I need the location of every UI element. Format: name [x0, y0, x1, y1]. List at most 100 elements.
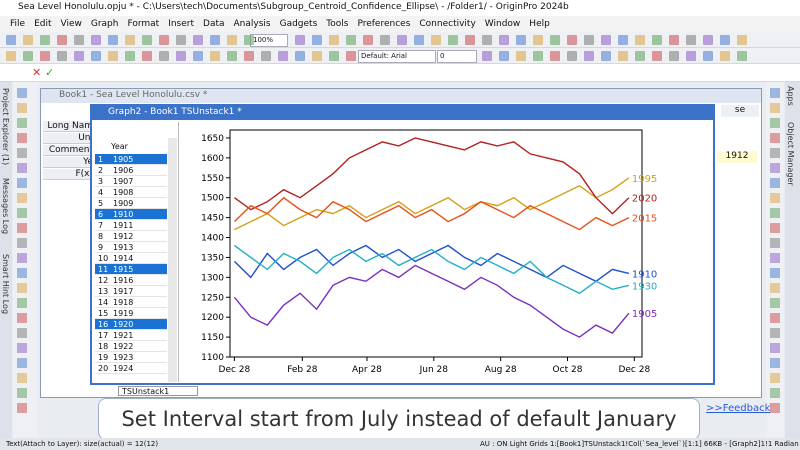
tool-icon[interactable] — [17, 253, 27, 263]
side-tab[interactable]: Messages Log — [1, 178, 10, 235]
tool-icon[interactable] — [770, 133, 780, 143]
toolbar-icon[interactable] — [142, 35, 152, 45]
toolbar-icon[interactable] — [584, 51, 594, 61]
toolbar-icon[interactable] — [635, 35, 645, 45]
tool-icon[interactable] — [770, 208, 780, 218]
toolbar-icon[interactable] — [601, 51, 611, 61]
toolbar-icon[interactable] — [397, 35, 407, 45]
menu-item[interactable]: Connectivity — [419, 19, 476, 29]
tool-icon[interactable] — [770, 238, 780, 248]
side-tab[interactable]: Object Manager — [786, 122, 795, 186]
toolbar-icon[interactable] — [686, 51, 696, 61]
toolbar-icon[interactable] — [40, 51, 50, 61]
toolbar-icon[interactable] — [737, 35, 747, 45]
tool-icon[interactable] — [17, 358, 27, 368]
toolbar-icon[interactable] — [499, 51, 509, 61]
toolbar-icon[interactable] — [618, 51, 628, 61]
tool-icon[interactable] — [17, 238, 27, 248]
list-row[interactable]: 4 1908 — [95, 187, 167, 198]
tool-icon[interactable] — [770, 298, 780, 308]
toolbar-icon[interactable] — [465, 35, 475, 45]
tool-icon[interactable] — [17, 403, 27, 413]
toolbar-icon[interactable] — [125, 35, 135, 45]
tool-icon[interactable] — [770, 103, 780, 113]
toolbar-icon[interactable] — [414, 35, 424, 45]
toolbar-icon[interactable] — [635, 51, 645, 61]
tool-icon[interactable] — [17, 133, 27, 143]
tool-icon[interactable] — [17, 343, 27, 353]
toolbar-icon[interactable] — [57, 51, 67, 61]
tool-icon[interactable] — [770, 223, 780, 233]
tool-icon[interactable] — [17, 148, 27, 158]
zoom-box[interactable]: 100% — [250, 34, 288, 47]
toolbar-icon[interactable] — [499, 35, 509, 45]
tool-icon[interactable] — [17, 223, 27, 233]
feedback-link[interactable]: >>Feedback — [706, 403, 771, 414]
tool-icon[interactable] — [770, 343, 780, 353]
menu-item[interactable]: Help — [529, 19, 550, 29]
tool-icon[interactable] — [17, 268, 27, 278]
tool-icon[interactable] — [770, 178, 780, 188]
toolbar-icon[interactable] — [669, 35, 679, 45]
menu-item[interactable]: Graph — [90, 19, 119, 29]
toolbar-icon[interactable] — [6, 35, 16, 45]
tool-icon[interactable] — [17, 208, 27, 218]
tool-icon[interactable] — [770, 118, 780, 128]
toolbar-icon[interactable] — [210, 35, 220, 45]
menu-item[interactable]: Insert — [168, 19, 195, 29]
menu-item[interactable]: Data — [203, 19, 225, 29]
toolbar-icon[interactable] — [516, 51, 526, 61]
tool-icon[interactable] — [17, 283, 27, 293]
tool-icon[interactable] — [770, 388, 780, 398]
list-row[interactable]: 12 1916 — [95, 275, 167, 286]
toolbar-icon[interactable] — [244, 35, 254, 45]
toolbar-icon[interactable] — [40, 35, 50, 45]
menu-item[interactable]: Preferences — [357, 19, 411, 29]
list-row[interactable]: 19 1923 — [95, 352, 167, 363]
toolbar-icon[interactable] — [431, 35, 441, 45]
toolbar-icon[interactable] — [261, 51, 271, 61]
tool-icon[interactable] — [770, 88, 780, 98]
tool-icon[interactable] — [17, 298, 27, 308]
toolbar-icon[interactable] — [91, 35, 101, 45]
tool-icon[interactable] — [770, 283, 780, 293]
tool-icon[interactable] — [770, 403, 780, 413]
tool-icon[interactable] — [770, 358, 780, 368]
list-row[interactable]: 5 1909 — [95, 198, 167, 209]
cancel-icon[interactable]: ✕ — [32, 66, 42, 79]
toolbar-icon[interactable] — [176, 51, 186, 61]
tool-icon[interactable] — [17, 88, 27, 98]
toolbar-icon[interactable] — [482, 51, 492, 61]
list-row[interactable]: 13 1917 — [95, 286, 167, 297]
tool-icon[interactable] — [17, 313, 27, 323]
toolbar-icon[interactable] — [108, 51, 118, 61]
list-row[interactable]: 3 1907 — [95, 176, 167, 187]
list-row[interactable]: 15 1919 — [95, 308, 167, 319]
toolbar-icon[interactable] — [533, 35, 543, 45]
tool-icon[interactable] — [17, 163, 27, 173]
toolbar-icon[interactable] — [23, 35, 33, 45]
tool-icon[interactable] — [770, 253, 780, 263]
toolbar-icon[interactable] — [482, 35, 492, 45]
toolbar-icon[interactable] — [516, 35, 526, 45]
toolbar-icon[interactable] — [108, 35, 118, 45]
toolbar-icon[interactable] — [159, 35, 169, 45]
list-row[interactable]: 18 1922 — [95, 341, 167, 352]
size-box[interactable]: 0 — [437, 50, 477, 63]
menu-item[interactable]: Format — [127, 19, 160, 29]
menu-item[interactable]: Analysis — [233, 19, 271, 29]
tool-icon[interactable] — [17, 328, 27, 338]
list-row[interactable]: 6 1910 — [95, 209, 167, 220]
list-row[interactable]: 11 1915 — [95, 264, 167, 275]
toolbar-icon[interactable] — [652, 35, 662, 45]
toolbar-icon[interactable] — [312, 51, 322, 61]
toolbar-icon[interactable] — [193, 35, 203, 45]
toolbar-icon[interactable] — [23, 51, 33, 61]
side-tab[interactable]: Smart Hint Log — [1, 254, 10, 315]
toolbar-icon[interactable] — [550, 51, 560, 61]
toolbar-icon[interactable] — [720, 35, 730, 45]
toolbar-icon[interactable] — [550, 35, 560, 45]
menu-item[interactable]: Edit — [34, 19, 52, 29]
toolbar-icon[interactable] — [686, 35, 696, 45]
toolbar-icon[interactable] — [74, 35, 84, 45]
